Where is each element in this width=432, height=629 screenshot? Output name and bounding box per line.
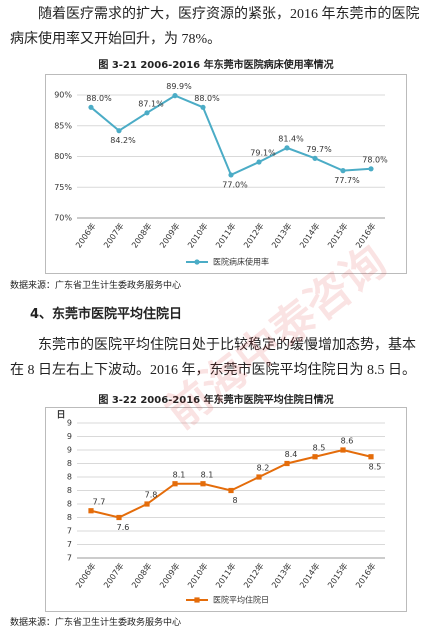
chart-border — [45, 407, 407, 612]
x-tick-label: 2007年 — [101, 561, 125, 590]
y-tick-label: 8 — [67, 486, 72, 495]
legend-marker — [194, 259, 200, 265]
point — [340, 168, 346, 174]
x-tick-label: 2009年 — [157, 561, 181, 590]
point — [144, 110, 150, 116]
data-label: 8.2 — [257, 464, 270, 473]
y-tick-label: 85% — [54, 121, 72, 130]
y-tick-label: 8 — [67, 500, 72, 509]
data-label: 88.0% — [86, 94, 112, 103]
source: 数据来源：广东省卫生计生委政务服务中心 — [10, 618, 182, 628]
y-tick-label: 8 — [67, 513, 72, 522]
x-tick-label: 2013年 — [269, 561, 293, 590]
point — [368, 166, 374, 172]
y-tick-label: 80% — [54, 152, 72, 161]
point — [228, 487, 234, 494]
point — [200, 481, 206, 487]
x-tick-label: 2011年 — [213, 221, 237, 250]
data-label: 8.4 — [285, 450, 298, 459]
point — [116, 514, 122, 521]
point — [144, 501, 150, 507]
point — [312, 155, 318, 161]
data-label: 8 — [232, 496, 237, 505]
point — [284, 145, 290, 151]
data-label: 78.0% — [362, 155, 388, 164]
paragraph: 东莞市的医院平均住院日处于比较稳定的缓慢增加态势，基本在 8 日左右上下波动。2… — [10, 338, 416, 378]
y-axis-label: 日 — [56, 410, 65, 421]
y-tick-label: 8 — [67, 459, 72, 468]
x-tick-label: 2012年 — [241, 561, 265, 590]
x-tick-label: 2011年 — [213, 561, 237, 590]
y-tick-label: 9 — [67, 419, 72, 428]
x-tick-label: 2016年 — [353, 561, 377, 590]
x-tick-label: 2010年 — [185, 561, 209, 590]
data-label: 79.7% — [306, 145, 332, 154]
point — [340, 447, 346, 453]
data-label: 8.6 — [341, 437, 354, 446]
paragraph: 随着医疗需求的扩大，医疗资源的紧张，2016 年东莞市的医院病床使用率又开始回升… — [10, 7, 420, 47]
data-label: 8.5 — [313, 443, 326, 452]
point — [312, 454, 318, 460]
y-tick-label: 7 — [67, 540, 72, 549]
data-label: 81.4% — [278, 134, 304, 143]
data-label: 84.2% — [110, 136, 136, 145]
x-tick-label: 2014年 — [297, 221, 321, 250]
data-label: 88.0% — [194, 94, 220, 103]
data-label: 8.1 — [201, 470, 214, 479]
caption: 图 3-21 2006-2016 年东莞市医院病床使用率情况 — [98, 60, 334, 71]
heading: 4、东莞市医院平均住院日 — [30, 307, 183, 322]
data-label: 77.0% — [222, 180, 248, 189]
data-label: 7.8 — [145, 491, 158, 500]
point — [172, 481, 178, 487]
point — [116, 128, 122, 134]
x-tick-label: 2007年 — [101, 221, 125, 250]
data-label: 7.7 — [93, 497, 106, 506]
point — [256, 159, 262, 165]
chart-border — [45, 74, 407, 274]
source: 数据来源：广东省卫生计生委政务服务中心 — [10, 281, 182, 291]
y-tick-label: 90% — [54, 91, 72, 100]
legend-label: 医院平均住院日 — [213, 595, 269, 605]
x-tick-label: 2008年 — [129, 221, 153, 250]
x-tick-label: 2006年 — [73, 221, 97, 250]
data-label: 87.1% — [138, 99, 164, 108]
data-label: 8.5 — [369, 462, 382, 471]
point — [284, 460, 290, 467]
x-tick-label: 2008年 — [129, 561, 153, 590]
x-tick-label: 2009年 — [157, 221, 181, 250]
point — [88, 508, 94, 514]
series-line — [90, 448, 372, 519]
data-label: 77.7% — [334, 176, 360, 185]
data-label: 79.1% — [250, 149, 276, 158]
point — [368, 454, 374, 460]
y-tick-label: 9 — [67, 432, 72, 441]
y-tick-label: 75% — [54, 183, 72, 192]
x-tick-label: 2006年 — [73, 561, 97, 590]
chart: 70% 75% 80% 85% 90% 2006年 2007年 2008年 2009年 2010年… — [45, 74, 407, 274]
point — [172, 93, 178, 99]
x-tick-label: 2010年 — [185, 221, 209, 250]
legend-label: 医院病床使用率 — [213, 257, 269, 267]
caption: 图 3-22 2006-2016 年东莞市医院平均住院日情况 — [98, 395, 334, 406]
point — [88, 104, 94, 110]
point — [256, 474, 262, 480]
x-tick-label: 2013年 — [269, 221, 293, 250]
y-tick-label: 7 — [67, 554, 72, 563]
y-tick-label: 7 — [67, 527, 72, 536]
legend-marker — [194, 597, 200, 603]
y-tick-label: 70% — [54, 214, 72, 223]
point — [228, 172, 234, 178]
x-tick-label: 2012年 — [241, 221, 265, 250]
data-label: 7.6 — [117, 523, 130, 532]
y-tick-label: 9 — [67, 446, 72, 455]
data-label: 89.9% — [166, 82, 192, 91]
y-tick-label: 8 — [67, 473, 72, 482]
x-tick-label: 2014年 — [297, 561, 321, 590]
data-label: 8.1 — [173, 470, 186, 479]
x-tick-label: 2015年 — [325, 561, 349, 590]
point — [200, 104, 206, 110]
